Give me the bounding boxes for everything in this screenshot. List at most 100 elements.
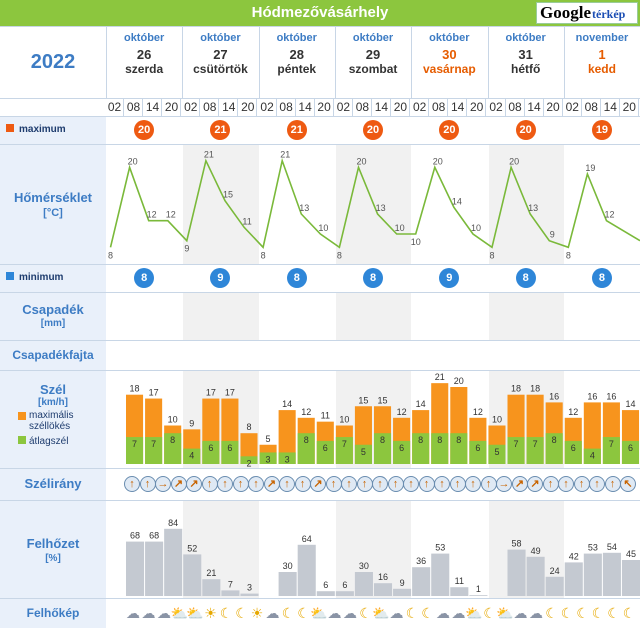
day-header[interactable]: október 31 hétfő bbox=[488, 32, 564, 76]
wind-gust-value: 16 bbox=[587, 391, 597, 401]
hour-label: 14 bbox=[449, 98, 468, 116]
hour-label: 02 bbox=[411, 98, 430, 116]
temperature-point-label: 20 bbox=[509, 156, 519, 166]
day-divider bbox=[334, 26, 336, 98]
wind-direction-icon: ↗ bbox=[263, 476, 280, 492]
day-header[interactable]: október 28 péntek bbox=[259, 32, 335, 76]
cloud-image-icon: ☀ bbox=[250, 605, 264, 621]
cloud-bar bbox=[564, 562, 583, 596]
wind-avg-value: 7 bbox=[533, 439, 538, 449]
cloud-image-icon: ☾ bbox=[576, 605, 589, 621]
day-header[interactable]: október 26 szerda bbox=[106, 32, 182, 76]
temperature-point-label: 8 bbox=[566, 250, 571, 260]
row-divider bbox=[0, 264, 640, 265]
wind-gust-value: 10 bbox=[339, 415, 349, 425]
min-temp-badge: 8 bbox=[515, 268, 536, 288]
wind-direction-icon: ↑ bbox=[372, 476, 388, 492]
cloud-image-icon: ⛅ bbox=[372, 605, 390, 621]
wind-gust-value: 12 bbox=[397, 407, 407, 417]
hour-label: 08 bbox=[354, 98, 372, 116]
wind-direction-icon: → bbox=[496, 476, 512, 492]
wind-avg-value: 4 bbox=[189, 451, 194, 461]
day-month: október bbox=[505, 32, 546, 44]
day-header[interactable]: november 1 kedd bbox=[564, 32, 640, 76]
wind-direction-icon: ↑ bbox=[201, 476, 218, 492]
temperature-point-label: 9 bbox=[184, 244, 189, 254]
wind-direction-icon: ↑ bbox=[604, 476, 621, 492]
cloud-bar bbox=[621, 560, 640, 596]
wind-avg-value: 7 bbox=[151, 439, 156, 449]
wind-avg-value: 5 bbox=[494, 447, 499, 457]
maximum-text: maximum bbox=[19, 124, 66, 135]
wind-direction-icon: ↑ bbox=[341, 476, 357, 492]
cloud-label: Felhőzet [%] bbox=[0, 500, 106, 598]
day-divider bbox=[411, 26, 413, 98]
wind-chart: 18 7 17 7 10 8 9 4 17 6 17 6 8 2 5 3 14 3 12 8 11 6 10 7 15 5 15 8 1… bbox=[126, 372, 640, 468]
cloud-value: 30 bbox=[359, 561, 369, 571]
day-month: október bbox=[352, 32, 394, 44]
cloud-image-icon: ☾ bbox=[405, 605, 419, 621]
day-shade bbox=[335, 293, 412, 340]
day-weekday: péntek bbox=[277, 62, 317, 76]
cloud-bar bbox=[450, 587, 469, 596]
day-shade bbox=[488, 293, 564, 340]
day-header[interactable]: október 30 vasárnap bbox=[411, 32, 487, 76]
wind-direction-icon: ↑ bbox=[325, 476, 342, 492]
hour-label: 08 bbox=[125, 98, 143, 116]
cloud-image-icon: ☁ bbox=[343, 605, 357, 621]
wind-direction-icon: ↗ bbox=[511, 476, 528, 492]
day-month: október bbox=[276, 32, 317, 44]
cloud-value: 3 bbox=[247, 583, 252, 593]
temperature-point-label: 8 bbox=[337, 250, 342, 260]
day-number: 1 bbox=[598, 47, 606, 62]
row-divider bbox=[0, 144, 640, 145]
google-logo: Google bbox=[540, 3, 591, 22]
wind-avg-text: átlagszél bbox=[29, 436, 69, 447]
wind-direction-icon: → bbox=[155, 476, 171, 492]
wind-gust-value: 12 bbox=[301, 407, 311, 417]
day-number: 27 bbox=[213, 47, 228, 62]
cloud-bar bbox=[335, 591, 354, 596]
map-link-label: térkép bbox=[592, 7, 626, 21]
hour-label: 08 bbox=[583, 98, 601, 116]
temperature-point-label: 12 bbox=[147, 210, 157, 220]
wind-direction-icon: ↑ bbox=[573, 476, 590, 492]
wind-avg-bar bbox=[469, 440, 487, 464]
cloud-image-icon: ☾ bbox=[219, 605, 233, 621]
day-month: október bbox=[200, 32, 241, 44]
min-temp-badge: 8 bbox=[286, 268, 307, 288]
temperature-point-label: 12 bbox=[604, 210, 614, 220]
cloud-bar bbox=[183, 554, 202, 596]
wind-avg-bar bbox=[431, 433, 449, 464]
hour-label: 20 bbox=[392, 98, 410, 116]
wind-avg-bar bbox=[145, 437, 163, 464]
day-header[interactable]: október 29 szombat bbox=[335, 32, 411, 76]
row-divider bbox=[0, 116, 640, 117]
cloud-image-icon: ☁ bbox=[157, 605, 171, 621]
google-map-link[interactable]: Googletérkép bbox=[536, 2, 638, 24]
wind-avg-bar bbox=[488, 444, 506, 464]
cloud-image-icon: ☾ bbox=[607, 605, 620, 621]
precip-unit: [mm] bbox=[40, 318, 66, 329]
cloud-value: 52 bbox=[187, 543, 197, 553]
wind-direction-icon: ↗ bbox=[170, 476, 187, 492]
max-temp-badge: 19 bbox=[591, 120, 612, 140]
day-weekday: szerda bbox=[125, 62, 164, 76]
wind-direction-icon: ↑ bbox=[449, 476, 466, 492]
cloud-image-icon: ☾ bbox=[560, 605, 574, 621]
hour-label: 08 bbox=[430, 98, 449, 116]
cloud-bar bbox=[431, 553, 450, 596]
maximum-label: maximum bbox=[0, 116, 106, 144]
temperature-point-label: 21 bbox=[280, 150, 290, 160]
day-weekday: vasárnap bbox=[422, 62, 476, 76]
wind-gust-value: 17 bbox=[206, 388, 216, 398]
cloud-value: 53 bbox=[588, 543, 598, 553]
wind-avg-bar bbox=[373, 433, 392, 464]
cloud-bar bbox=[278, 572, 297, 596]
day-header[interactable]: október 27 csütörtök bbox=[182, 32, 258, 76]
cloud-image-icon: ⛅ bbox=[496, 605, 514, 621]
wind-direction-icon: ↖ bbox=[620, 476, 636, 492]
cloud-image-icon: ☁ bbox=[451, 605, 466, 621]
wind-avg-bar bbox=[412, 433, 430, 464]
cloud-image-label: Felhőkép bbox=[0, 598, 106, 628]
